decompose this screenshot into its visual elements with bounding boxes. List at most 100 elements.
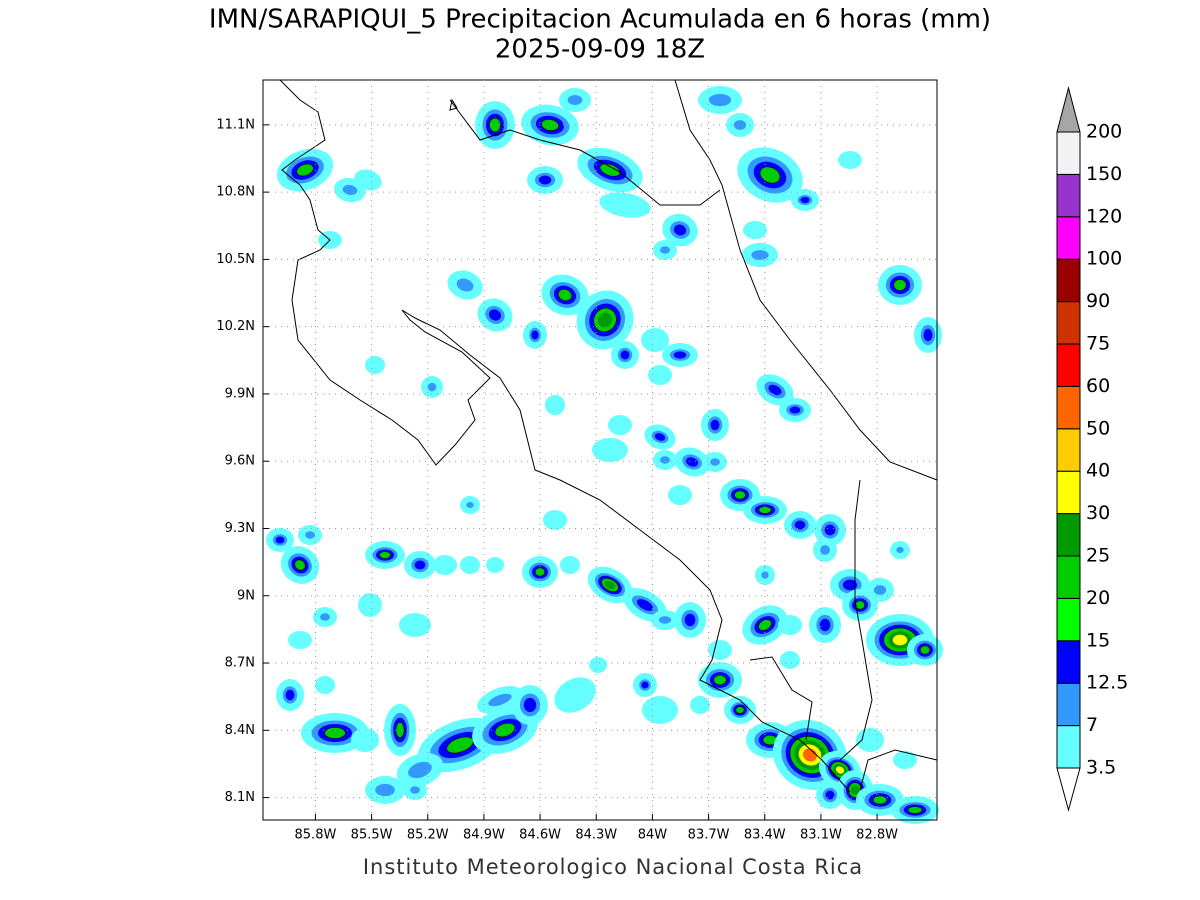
precip-blob — [789, 406, 801, 414]
precip-blob — [668, 485, 692, 505]
precip-blob — [567, 95, 583, 105]
precip-blob — [648, 365, 672, 385]
y-tick-label: 9N — [237, 588, 255, 603]
precip-blob — [743, 221, 767, 239]
colorbar-segment — [1056, 343, 1081, 387]
colorbar-segment — [1056, 428, 1081, 472]
border — [839, 479, 873, 761]
x-tick-label: 83.1W — [800, 828, 842, 843]
y-tick-label: 9.3N — [225, 521, 255, 536]
subtitle: 2025-09-09 18Z — [495, 35, 705, 65]
precip-blob — [408, 761, 432, 779]
y-tick-label: 10.5N — [216, 252, 255, 267]
precip-blob — [838, 151, 862, 169]
precip-blob — [460, 556, 480, 574]
border — [449, 99, 721, 206]
y-tick-label: 8.7N — [225, 656, 255, 671]
precip-blob — [794, 520, 806, 530]
precip-blob — [288, 631, 312, 649]
precip-blob — [658, 616, 672, 624]
precip-blob — [285, 689, 295, 701]
precip-blob — [636, 599, 654, 611]
precip-blob — [541, 119, 559, 131]
colorbar-over — [1056, 86, 1081, 133]
y-tick-label: 8.4N — [225, 723, 255, 738]
precip-blob — [690, 696, 710, 714]
colorbar-label: 30 — [1086, 502, 1110, 524]
precip-blob — [873, 585, 887, 595]
precip-blob — [456, 278, 474, 292]
coastline — [749, 656, 813, 741]
precip-blob — [599, 163, 621, 177]
precip-blob — [751, 250, 769, 260]
precip-blob — [320, 613, 330, 621]
precip-blob — [851, 785, 859, 795]
colorbar-label: 75 — [1086, 333, 1110, 355]
precip-blob — [592, 438, 628, 462]
colorbar-segment — [1056, 682, 1081, 727]
precip-blob — [486, 557, 504, 573]
coastline — [859, 749, 938, 791]
precip-blob — [489, 117, 501, 133]
precip-blob — [673, 224, 687, 236]
axes: 85.8W 85.5W 85.2W 84.9W 84.6W 84.3W 84W 83.7W 83… — [216, 80, 937, 843]
precip-blob — [545, 395, 565, 415]
x-tick-label: 85.8W — [295, 828, 337, 843]
colorbar-label: 25 — [1086, 545, 1110, 567]
precip-blob — [710, 419, 720, 431]
colorbar-label: 12.5 — [1086, 672, 1128, 694]
precip-blob — [761, 571, 769, 579]
precip-blob — [351, 728, 379, 752]
colorbar-segment — [1056, 555, 1081, 599]
colorbar-segment — [1056, 597, 1081, 642]
precip-blob — [543, 510, 567, 530]
precip-blob — [494, 722, 516, 738]
precip-blob — [395, 722, 405, 738]
colorbar-label: 200 — [1086, 121, 1122, 143]
precip-blob — [399, 613, 431, 637]
precip-blob — [597, 312, 613, 328]
colorbar-segment — [1056, 216, 1081, 260]
colorbar-segment — [1056, 725, 1081, 769]
precip-blob — [684, 613, 696, 627]
precip-blob — [733, 120, 747, 130]
precip-blob — [466, 501, 474, 509]
precip-blob — [819, 618, 831, 632]
y-tick-label: 10.8N — [216, 185, 255, 200]
precip-blob — [641, 328, 669, 352]
precip-blob — [735, 706, 745, 714]
title: IMN/SARAPIQUI_5 Precipitacion Acumulada … — [209, 5, 991, 35]
colorbar-label: 120 — [1086, 205, 1122, 227]
colorbar-segment — [1056, 640, 1081, 684]
precip-blob — [734, 490, 746, 500]
colorbar-segment — [1056, 258, 1081, 303]
precip-blob — [892, 634, 908, 646]
x-tick-label: 84W — [638, 828, 668, 843]
y-tick-label: 9.9N — [225, 386, 255, 401]
precip-blob — [713, 674, 727, 686]
precip-blob — [620, 350, 630, 360]
x-tick-label: 83.4W — [744, 828, 786, 843]
precip-blob — [907, 806, 923, 814]
precip-blob — [410, 786, 420, 794]
precip-blob — [358, 593, 382, 617]
coastline — [674, 79, 938, 481]
y-tick-label: 8.1N — [225, 790, 255, 805]
colorbar-label: 20 — [1086, 587, 1110, 609]
precip-blob — [414, 560, 426, 570]
precip-blob — [531, 330, 539, 340]
precip-blob — [824, 524, 836, 536]
colorbar-segment — [1056, 301, 1081, 345]
precip-blob — [708, 640, 732, 660]
precip-blob — [538, 175, 552, 185]
precip-blob — [660, 456, 670, 464]
precip-blob — [654, 433, 666, 441]
y-tick-label: 11.1N — [216, 117, 255, 132]
colorbar-segment — [1056, 173, 1081, 218]
precip-blob — [275, 536, 285, 544]
precip-blob — [685, 457, 699, 467]
precip-blob — [557, 288, 573, 302]
map-frame — [262, 79, 938, 821]
precip-blob — [315, 676, 335, 694]
